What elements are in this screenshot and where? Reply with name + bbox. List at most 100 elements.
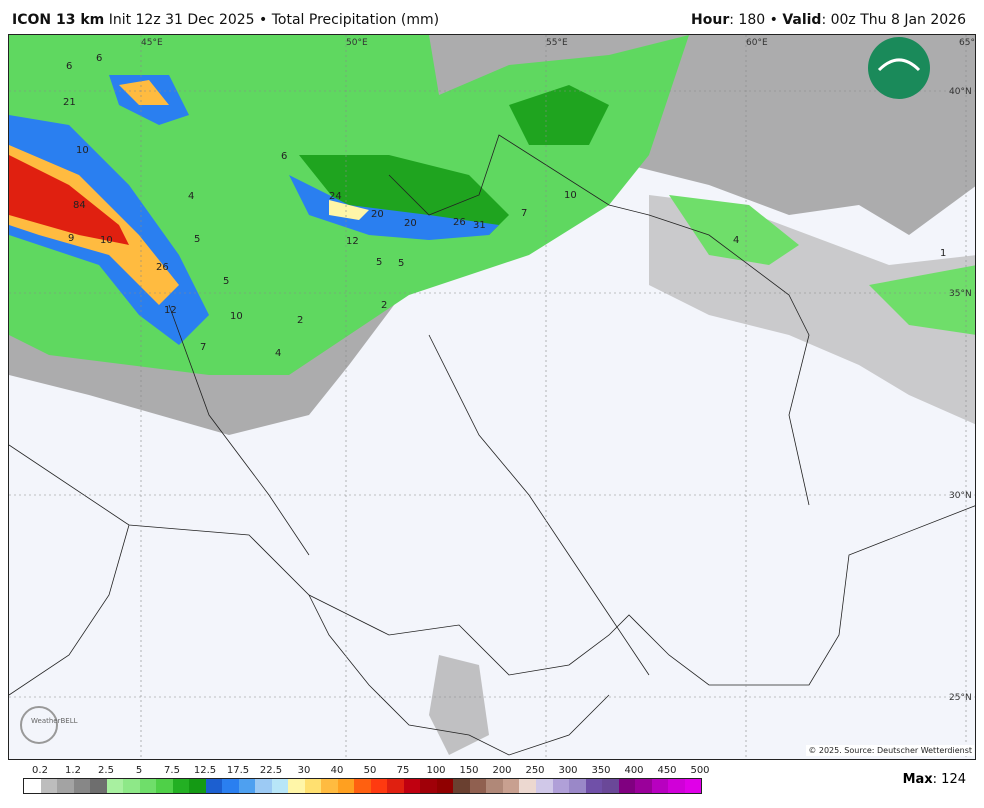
contour-value: 5 (223, 276, 229, 287)
colorbar-cell (502, 779, 520, 793)
colorbar-label: 75 (396, 765, 410, 776)
contour-value: 9 (68, 233, 74, 244)
colorbar-label: 40 (330, 765, 344, 776)
contour-value: 7 (200, 342, 206, 353)
colorbar-label: 500 (690, 765, 710, 776)
contour-value: 6 (96, 53, 102, 64)
contour-value: 4 (275, 348, 281, 359)
contour-value: 5 (398, 258, 404, 269)
colorbar-label: 30 (297, 765, 311, 776)
colorbar-cell (321, 779, 338, 793)
colorbar-cell (205, 779, 223, 793)
colorbar-cell (436, 779, 454, 793)
borders (9, 134, 975, 756)
colorbar-cell (635, 779, 652, 793)
colorbar-cell (90, 779, 107, 793)
colorbar-label: 5 (135, 765, 143, 776)
colorbar-cell (354, 779, 371, 793)
contour-value: 5 (376, 257, 382, 268)
colorbar-label: 450 (657, 765, 677, 776)
colorbar-cell (651, 779, 669, 793)
colorbar-cell (469, 779, 487, 793)
colorbar-cell (40, 779, 58, 793)
colorbar-cell (304, 779, 322, 793)
contour-value: 26 (453, 217, 466, 228)
lat-label: 40°N (949, 87, 972, 97)
colorbar-label: 100 (426, 765, 446, 776)
contour-value: 84 (73, 200, 86, 211)
colorbar-label: 350 (591, 765, 611, 776)
contour-value: 31 (473, 220, 486, 231)
colorbar-label: 150 (459, 765, 479, 776)
max-value: Max: 124 (902, 772, 966, 787)
contour-value: 20 (404, 218, 417, 229)
colorbar-label: 7.5 (164, 765, 180, 776)
lon-label: 65°E (959, 38, 976, 48)
contour-value: 24 (329, 191, 342, 202)
svg-text:WeatherBELL: WeatherBELL (31, 717, 78, 725)
colorbar-cell (519, 779, 536, 793)
map-title: ICON 13 km Init 12z 31 Dec 2025 • Total … (12, 12, 440, 28)
colorbar-label: 2.5 (98, 765, 114, 776)
contour-value: 2 (381, 300, 387, 311)
lon-label: 45°E (141, 38, 163, 48)
precipitation-map[interactable]: 45°E50°E55°E60°E65°E40°N35°N30°N25°N6621… (8, 34, 976, 760)
colorbar-label: 22.5 (259, 765, 283, 776)
contour-value: 4 (188, 191, 194, 202)
contour-value: 10 (100, 235, 113, 246)
colorbar-cell (585, 779, 603, 793)
lon-label: 60°E (746, 38, 768, 48)
colorbar-label: 300 (558, 765, 578, 776)
lat-label: 25°N (949, 693, 972, 703)
colorbar-cell (106, 779, 124, 793)
contour-value: 6 (66, 61, 72, 72)
colorbar-label: 0.2 (32, 765, 48, 776)
colorbar-cell (222, 779, 239, 793)
colorbar (23, 778, 702, 794)
colorbar-cell (668, 779, 685, 793)
colorbar-cell (24, 779, 41, 793)
contour-value: 5 (194, 234, 200, 245)
colorbar-cell (123, 779, 140, 793)
colorbar-cell (602, 779, 619, 793)
colorbar-cell (73, 779, 91, 793)
lon-label: 50°E (346, 38, 368, 48)
colorbar-cell (172, 779, 190, 793)
colorbar-cell (238, 779, 256, 793)
contour-value: 6 (281, 151, 287, 162)
contour-value: 1 (940, 248, 946, 259)
source-credit: © 2025. Source: Deutscher Wetterdienst (806, 745, 974, 756)
colorbar-cell (288, 779, 305, 793)
colorbar-cell (370, 779, 388, 793)
colorbar-cell (420, 779, 437, 793)
contour-value: 12 (346, 236, 359, 247)
colorbar-cell (453, 779, 470, 793)
graticule (9, 35, 975, 759)
valid-time: Hour: 180 • Valid: 00z Thu 8 Jan 2026 (691, 12, 966, 28)
contour-value: 10 (76, 145, 89, 156)
colorbar-cell (139, 779, 157, 793)
corner-logo (868, 37, 930, 99)
colorbar-cell (337, 779, 355, 793)
colorbar-cell (535, 779, 553, 793)
colorbar-cell (403, 779, 421, 793)
colorbar-label: 200 (492, 765, 512, 776)
colorbar-cell (271, 779, 289, 793)
contour-value: 4 (733, 235, 739, 246)
colorbar-cell (387, 779, 404, 793)
weatherbell-logo: WeatherBELL (20, 706, 78, 744)
colorbar-label: 17.5 (226, 765, 250, 776)
colorbar-cell (189, 779, 206, 793)
colorbar-cell (618, 779, 636, 793)
colorbar-cell (684, 779, 702, 793)
colorbar-cell (569, 779, 586, 793)
lat-label: 35°N (949, 289, 972, 299)
colorbar-cell (552, 779, 570, 793)
contour-value: 7 (521, 208, 527, 219)
colorbar-label: 12.5 (193, 765, 217, 776)
colorbar-cell (255, 779, 272, 793)
colorbar-cell (156, 779, 173, 793)
colorbar-cell (57, 779, 74, 793)
lat-label: 30°N (949, 491, 972, 501)
contour-value: 21 (63, 97, 76, 108)
